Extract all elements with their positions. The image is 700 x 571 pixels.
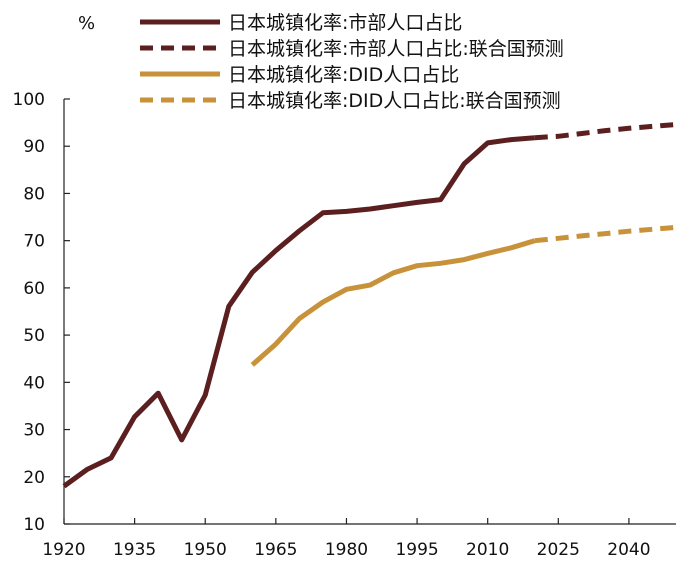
y-tick-label: 10: [23, 515, 45, 535]
series-line-4: [534, 224, 677, 244]
x-tick-label: 2025: [537, 540, 580, 560]
y-tick-label: 70: [23, 232, 45, 252]
chart-axes: 10 20 30 40 50 60 70 80 90 100 1920 1935 1950 1965 198…: [13, 90, 676, 560]
x-tick-label: 1965: [254, 540, 297, 560]
y-tick-label: 40: [23, 373, 45, 393]
legend-label-3: 日本城镇化率:DID人口占比: [228, 64, 459, 86]
y-tick-label: 30: [23, 421, 45, 441]
legend-label-1: 日本城镇化率:市部人口占比: [228, 12, 462, 34]
chart-legend: 日本城镇化率:市部人口占比日本城镇化率:市部人口占比:联合国预测日本城镇化率:D…: [140, 12, 564, 112]
x-tick-label: 1935: [113, 540, 156, 560]
y-tick-label: 50: [23, 326, 45, 346]
y-tick-label: 20: [23, 468, 45, 488]
x-tick-label: 2010: [466, 540, 509, 560]
series-line-2: [534, 122, 677, 141]
x-tick-label: 2040: [607, 540, 650, 560]
y-tick-label: 80: [23, 184, 45, 204]
x-tick-label: 1920: [42, 540, 85, 560]
y-axis-unit-label: %: [78, 13, 95, 34]
legend-label-4: 日本城镇化率:DID人口占比:联合国预测: [228, 90, 561, 112]
legend-label-2: 日本城镇化率:市部人口占比:联合国预测: [228, 38, 564, 60]
series-lines: [62, 122, 677, 489]
y-tick-label: 100: [13, 90, 45, 110]
x-tick-label: 1980: [325, 540, 368, 560]
x-tick-label: 1950: [184, 540, 227, 560]
series-line-3: [250, 238, 536, 367]
y-tick-label: 90: [23, 137, 45, 157]
x-tick-label: 1995: [395, 540, 438, 560]
series-line-1: [62, 135, 536, 489]
y-tick-label: 60: [23, 279, 45, 299]
